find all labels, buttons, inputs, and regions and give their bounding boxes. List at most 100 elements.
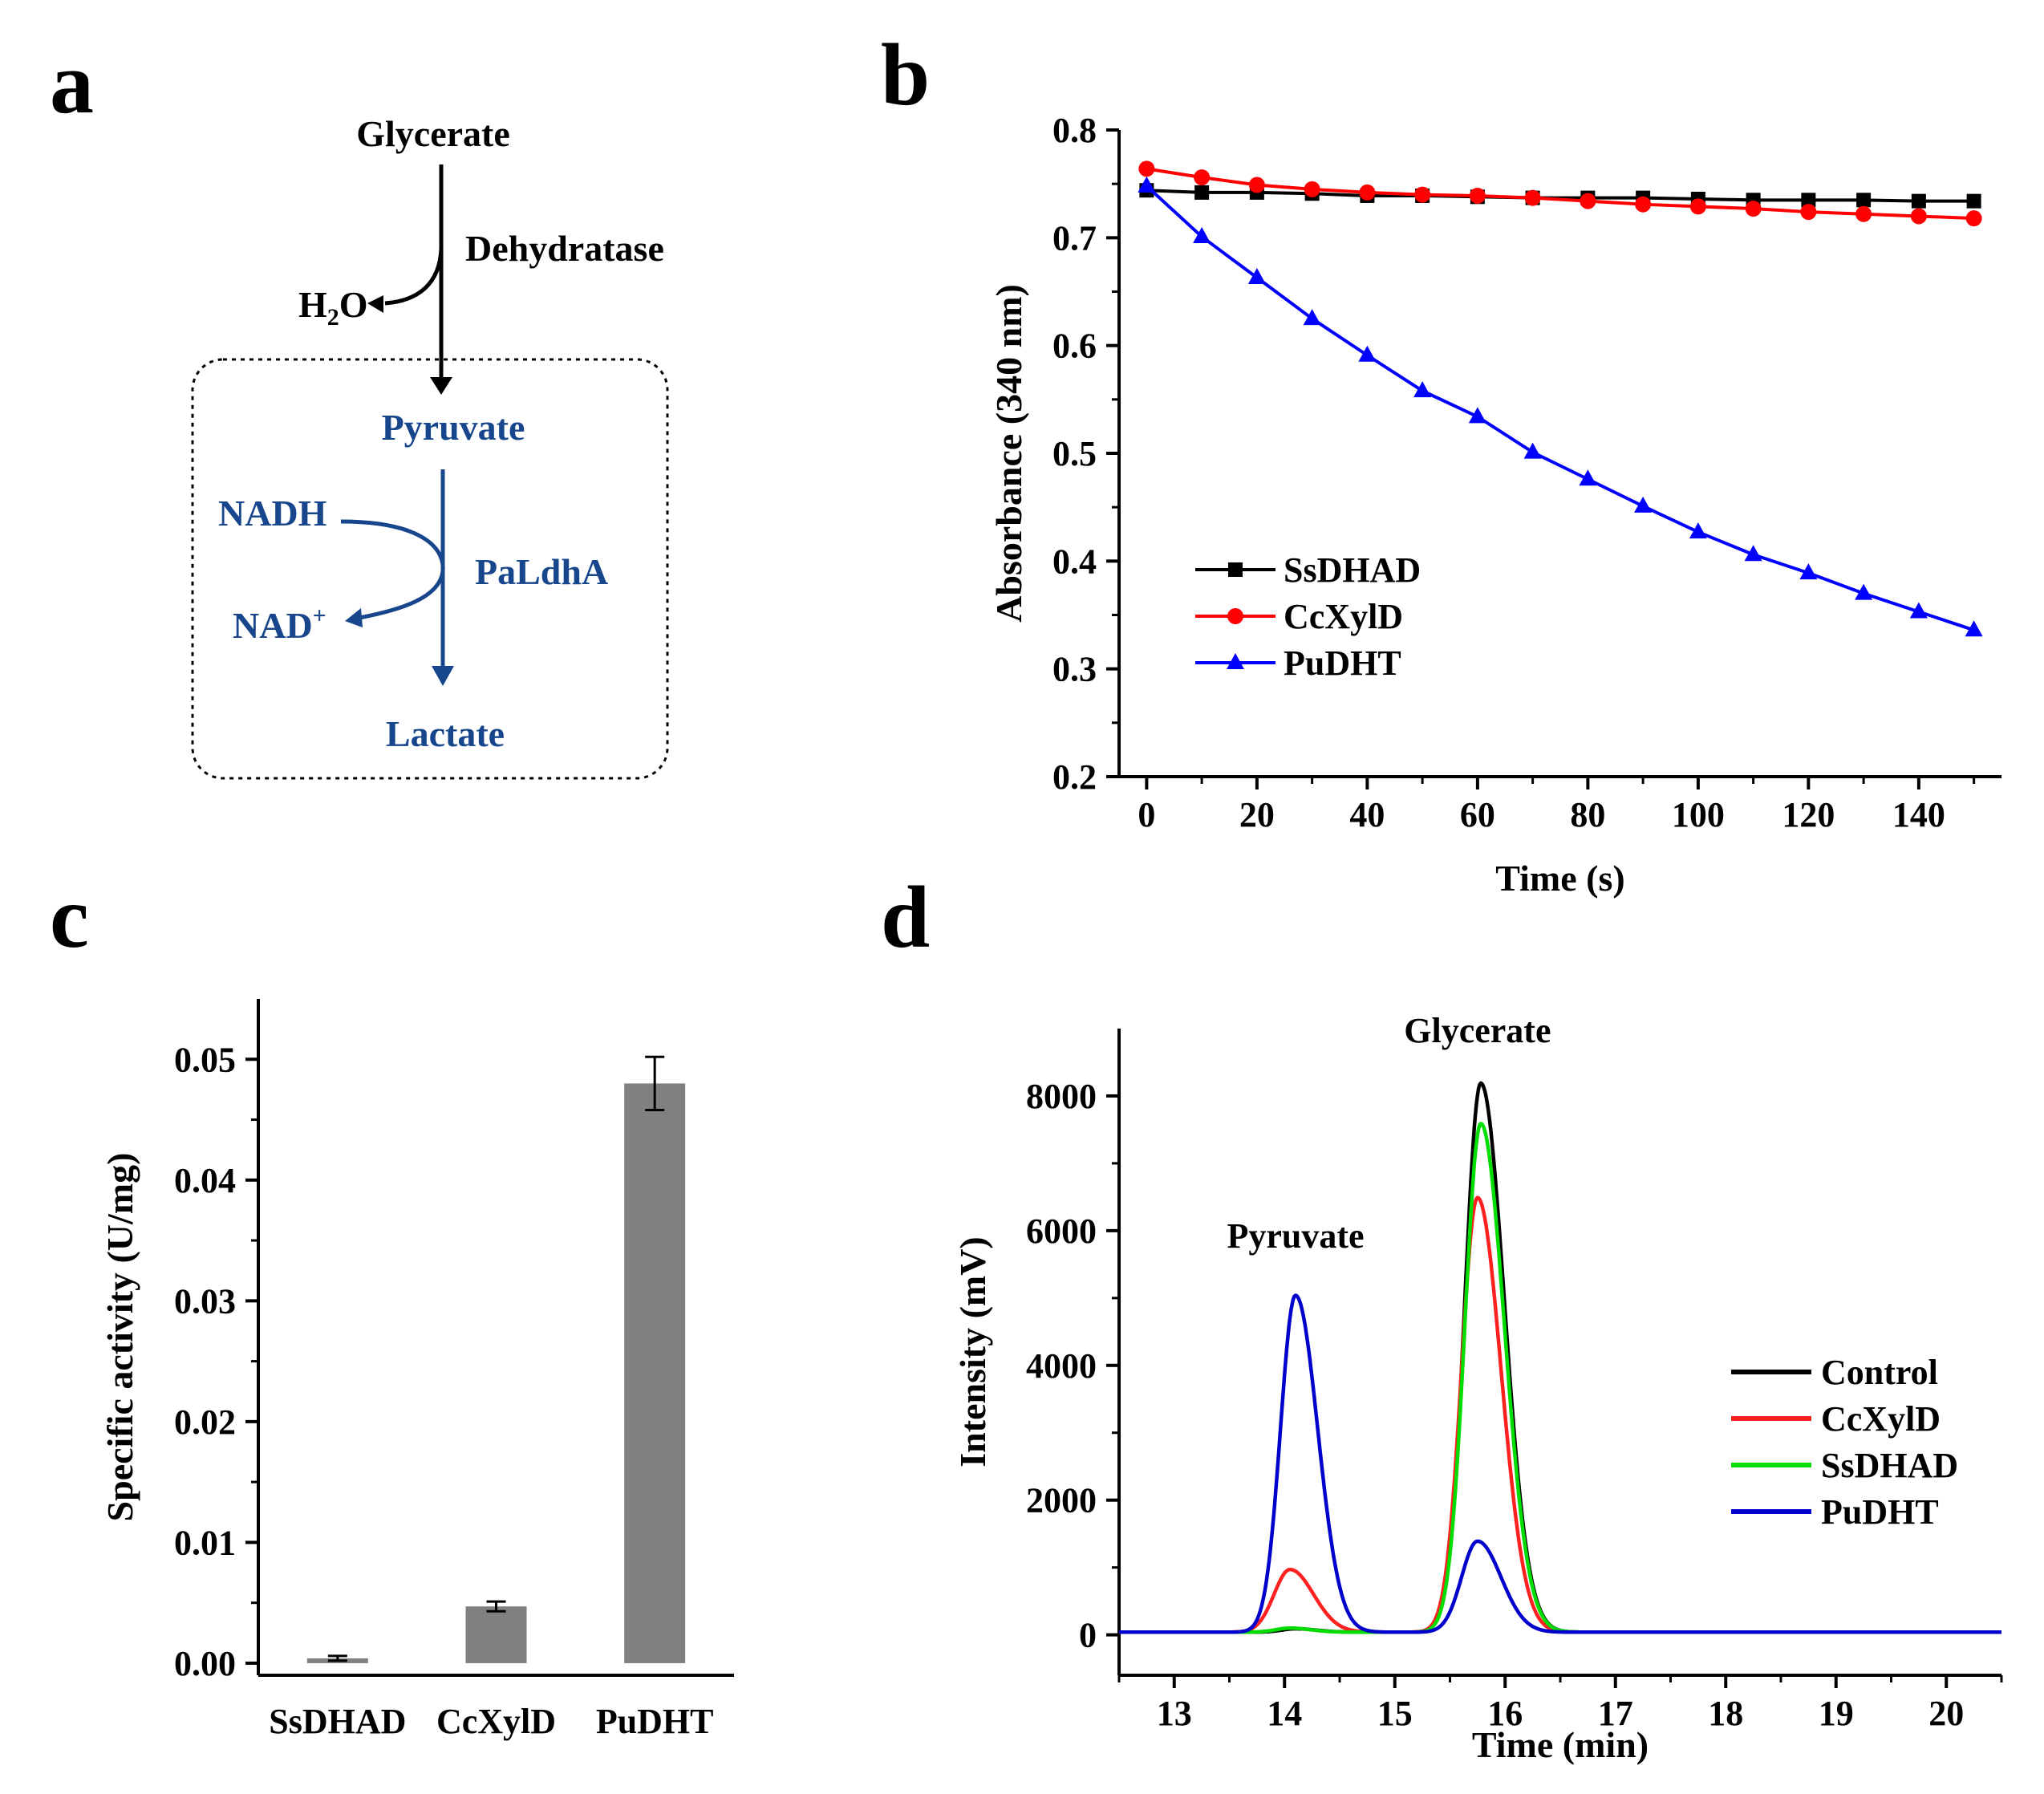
x-tick-label: 17 <box>1598 1694 1633 1733</box>
data-point <box>1194 185 1210 200</box>
data-point <box>1248 177 1265 193</box>
x-axis-title: Time (min) <box>1472 1724 1649 1765</box>
legend-label: SsDHAD <box>1821 1446 1958 1485</box>
series-line <box>1146 189 1974 203</box>
y-tick-label: 0.00 <box>174 1644 236 1683</box>
panel-letter-a: a <box>50 34 94 132</box>
pathway-product: Lactate <box>386 713 505 754</box>
cofactor-out-superscript: + <box>313 603 326 629</box>
data-point <box>1911 193 1926 209</box>
pathway-intermediate: Pyruvate <box>382 407 525 448</box>
data-point <box>1138 176 1156 193</box>
bar-rect <box>465 1606 527 1663</box>
data-point <box>1524 189 1541 206</box>
pathway-cofactor-arrow <box>340 519 445 620</box>
data-point <box>1580 193 1596 209</box>
panel-letter-c: c <box>50 868 89 966</box>
series-line <box>1146 185 1975 632</box>
data-point <box>1745 201 1762 217</box>
y-tick-label: 0.8 <box>1052 111 1097 150</box>
data-point <box>1359 184 1376 201</box>
series-PuDHT <box>1138 176 1983 637</box>
data-point <box>1799 563 1818 580</box>
x-tick-label: 18 <box>1708 1694 1743 1733</box>
bar-CcXylD <box>465 1600 527 1663</box>
coupled-reaction-box <box>191 358 669 780</box>
cofactor-out-main: NAD <box>233 605 313 646</box>
data-point <box>1304 181 1320 197</box>
data-point <box>1689 522 1707 539</box>
pathway-byproduct: H2O <box>298 284 368 331</box>
y-tick-label: 0.02 <box>174 1402 236 1442</box>
y-axis-title: Absorbance (340 nm) <box>988 284 1029 623</box>
x-tick-label: 20 <box>1239 795 1275 834</box>
pathway-enzyme-2: PaLdhA <box>475 551 608 592</box>
legend-entry-CcXylD: CcXylD <box>1195 597 1403 636</box>
y-tick-label: 0.04 <box>174 1161 236 1200</box>
x-axis-title: Time (s) <box>1495 858 1624 899</box>
data-point <box>1468 407 1486 424</box>
pathway-cofactor-out: NAD+ <box>233 603 326 646</box>
x-tick-label: PuDHT <box>596 1702 714 1741</box>
x-tick-label: 13 <box>1157 1694 1192 1733</box>
data-point <box>1247 268 1266 285</box>
legend-label: PuDHT <box>1821 1492 1939 1532</box>
legend-marker <box>1227 653 1244 669</box>
data-point <box>1801 193 1816 208</box>
y-axis-title: Specific activity (U/mg) <box>99 1153 140 1522</box>
x-tick-label: 140 <box>1892 795 1945 834</box>
data-point <box>1358 345 1377 362</box>
pathway-arrow-2-head <box>432 666 454 686</box>
y-tick-label: 4000 <box>1026 1346 1097 1386</box>
y-tick-label: 0.03 <box>174 1281 236 1321</box>
y-tick-label: 8000 <box>1026 1077 1097 1116</box>
series-CcXylD <box>1138 160 1982 227</box>
legend-entry-PuDHT: PuDHT <box>1731 1492 1939 1532</box>
data-point <box>1635 196 1652 213</box>
data-point <box>1634 496 1653 513</box>
data-point <box>1579 469 1597 486</box>
data-point <box>1469 187 1486 204</box>
data-point <box>1910 208 1927 225</box>
data-point <box>1303 309 1321 326</box>
data-point <box>1800 204 1817 221</box>
legend-label: CcXylD <box>1821 1399 1941 1439</box>
x-tick-label: 16 <box>1487 1694 1523 1733</box>
data-point <box>1856 193 1872 208</box>
data-point <box>1909 602 1928 619</box>
data-point <box>1138 160 1155 177</box>
x-tick-label: 60 <box>1460 795 1495 834</box>
pathway-cofactor-in: NADH <box>218 493 327 534</box>
legend-entry-SsDHAD: SsDHAD <box>1195 550 1421 590</box>
y-tick-label: 0 <box>1079 1616 1097 1655</box>
x-tick-label: 100 <box>1672 795 1725 834</box>
legend-label: PuDHT <box>1284 643 1401 683</box>
x-tick-label: 0 <box>1138 795 1155 834</box>
data-point <box>1965 210 1982 227</box>
y-tick-label: 0.3 <box>1052 650 1097 689</box>
pathway-enzyme-1: Dehydratase <box>465 228 664 269</box>
x-tick-label: 14 <box>1267 1694 1302 1733</box>
data-point <box>1194 169 1211 186</box>
y-tick-label: 0.7 <box>1052 218 1097 258</box>
pathway-substrate: Glycerate <box>356 113 510 154</box>
x-tick-label: 19 <box>1819 1694 1854 1733</box>
pathway-cofactor-arrowhead <box>345 608 363 627</box>
legend-entry-Control: Control <box>1731 1353 1938 1392</box>
data-point <box>1193 226 1211 243</box>
chart-specific-activity: 0.00 0.01 0.02 0.03 0.04 0.05 Specific activit… <box>99 999 734 1741</box>
y-axis-title: Intensity (mV) <box>952 1236 993 1467</box>
byproduct-tail: O <box>339 284 368 325</box>
legend-marker <box>1228 562 1243 577</box>
chart-absorbance: 0.2 0.3 0.4 0.5 0.6 0.7 0.8 0 20 40 60 80 100 120 140 T… <box>988 111 2001 899</box>
pathway-byproduct-arrow <box>384 248 444 306</box>
x-tick-label: SsDHAD <box>269 1702 406 1741</box>
legend-label: Control <box>1821 1353 1938 1392</box>
panel-letter-d: d <box>881 868 930 966</box>
panel-letter-b: b <box>881 26 930 124</box>
byproduct-main: H <box>298 284 327 325</box>
data-point <box>1744 545 1762 562</box>
legend-marker <box>1227 608 1243 624</box>
y-tick-label: 2000 <box>1026 1481 1097 1520</box>
